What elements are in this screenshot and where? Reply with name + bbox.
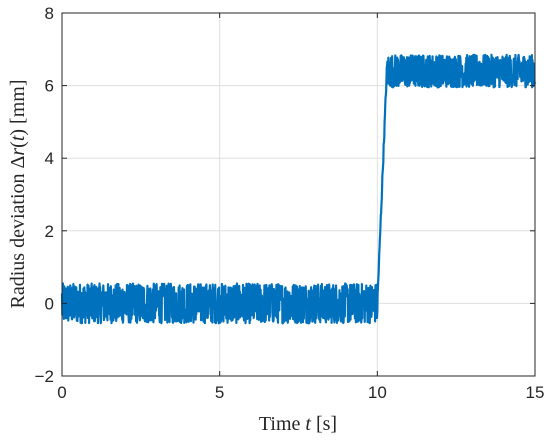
y-tick-label-3: 4 [45,149,54,168]
series-line-0 [60,53,537,325]
x-tick-label-2: 10 [368,383,387,402]
series-layer [60,53,537,325]
x-axis-label: Time t [s] [259,413,337,435]
x-tick-label-0: 0 [57,383,66,402]
y-tick-label-5: 8 [45,4,54,23]
y-axis-label: Radius deviation Δr(t) [mm] [7,80,29,309]
x-tick-label-1: 5 [215,383,224,402]
y-tick-label-2: 2 [45,222,54,241]
y-tick-label-1: 0 [45,294,54,313]
x-tick-label-3: 15 [526,383,545,402]
plot-frame [61,12,536,377]
y-tick-label-0: −2 [35,367,54,386]
y-tick-label-4: 6 [45,77,54,96]
